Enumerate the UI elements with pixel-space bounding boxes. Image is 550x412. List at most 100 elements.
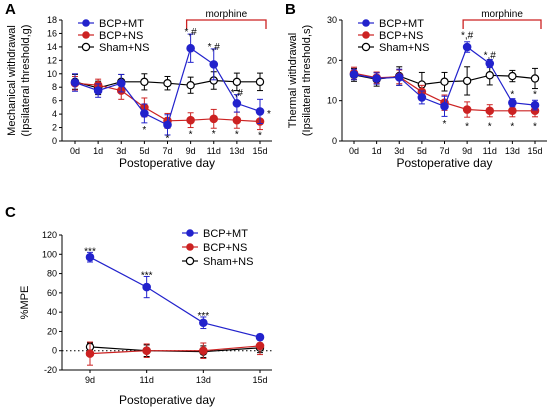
- y-tick-label: 120: [42, 230, 57, 240]
- data-point: [508, 71, 517, 81]
- legend-swatch-marker: [361, 42, 371, 52]
- x-axis-title: Postoperative day: [119, 393, 215, 407]
- legend-label: Sham+NS: [99, 42, 149, 54]
- significance-mark: *,#: [461, 31, 474, 42]
- x-tick-label: 13d: [196, 375, 211, 385]
- x-tick-label: 3d: [394, 146, 404, 156]
- legend-swatch-marker: [82, 19, 90, 27]
- morphine-bracket: [185, 19, 267, 29]
- data-point: [163, 120, 172, 130]
- significance-mark: *: [488, 122, 492, 133]
- x-tick-label: 9d: [462, 146, 472, 156]
- x-tick-label: 0d: [70, 146, 80, 156]
- significance-mark: ***: [197, 311, 209, 322]
- y-tick-label: 2: [52, 123, 57, 133]
- x-axis-title: Postoperative day: [396, 156, 492, 170]
- data-point: [462, 76, 472, 86]
- x-tick-label: 0d: [349, 146, 359, 156]
- panel-B: 0 10 20 30 0d 1d 3d 5d 7d 9d 11d 13d 15d Postoperativ…: [287, 9, 547, 170]
- x-tick-label: 15d: [527, 146, 542, 156]
- panel-A: 0 2 4 6 8 10 12 14 16 18 0d 1d 3d 5d 7d 9d 11d 13d 15d Post…: [6, 9, 272, 170]
- data-point: [255, 77, 265, 87]
- panel-label-b: B: [285, 1, 296, 18]
- y-tick-label: 0: [332, 136, 337, 146]
- y-tick-label: 6: [52, 96, 57, 106]
- series-bcp-mt: [349, 41, 540, 117]
- x-tick-label: 15d: [252, 146, 267, 156]
- y-tick-label: 16: [47, 28, 57, 38]
- data-point: [255, 341, 265, 351]
- legend-swatch-marker: [362, 31, 370, 39]
- x-axis-title: Postoperative day: [119, 156, 215, 170]
- x-tick-label: 11d: [139, 375, 153, 385]
- y-tick-label: 14: [47, 42, 57, 52]
- significance-mark: *,#: [484, 51, 497, 62]
- data-point: [140, 77, 149, 87]
- data-point: [199, 346, 208, 356]
- morphine-bracket: [462, 19, 542, 29]
- y-tick-label: 20: [47, 326, 57, 336]
- x-tick-label: 9d: [186, 146, 196, 156]
- data-point: [85, 252, 95, 262]
- panel-label-a: A: [5, 1, 16, 18]
- significance-mark: *: [510, 89, 514, 100]
- significance-mark: *: [510, 122, 514, 133]
- y-tick-label: 18: [47, 15, 57, 25]
- y-axis-title: Mechanical withdrawal: [6, 25, 18, 136]
- legend-label: BCP+MT: [203, 228, 248, 240]
- y-axis-title: %MPE: [19, 286, 31, 320]
- x-tick-label: 5d: [417, 146, 427, 156]
- legend-label: BCP+NS: [99, 30, 143, 42]
- x-tick-label: 13d: [505, 146, 520, 156]
- y-tick-label: 100: [42, 249, 57, 259]
- data-point: [485, 106, 495, 116]
- data-point: [186, 81, 195, 90]
- significance-mark: *: [533, 122, 537, 133]
- data-point: [186, 115, 195, 125]
- y-tick-label: 4: [52, 109, 57, 119]
- y-tick-label: 0: [52, 136, 57, 146]
- y-axis-title: (Ipsilateral threshold,g): [20, 25, 32, 137]
- series-bcp-mt: [85, 251, 265, 342]
- legend-swatch-marker: [185, 256, 195, 266]
- significance-mark: *: [443, 119, 447, 130]
- data-point: [93, 86, 103, 95]
- series-bcp-mt: [70, 33, 265, 136]
- legend-label: Sham+NS: [203, 256, 253, 268]
- x-tick-label: 11d: [483, 146, 497, 156]
- legend-swatch-marker: [82, 31, 90, 39]
- morphine-label: morphine: [481, 9, 523, 20]
- data-point: [394, 72, 404, 82]
- y-tick-label: 10: [327, 96, 337, 106]
- y-tick-label: 12: [47, 55, 57, 65]
- legend-label: BCP+MT: [379, 18, 424, 30]
- data-point: [372, 74, 381, 83]
- legend-swatch-marker: [186, 243, 194, 251]
- data-point: [485, 71, 494, 80]
- x-tick-label: 11d: [207, 146, 221, 156]
- legend-swatch-marker: [81, 42, 91, 52]
- legend-swatch-marker: [362, 19, 370, 27]
- y-tick-label: 60: [47, 288, 57, 298]
- data-point: [440, 77, 449, 86]
- x-tick-label: 15d: [252, 375, 267, 385]
- y-tick-label: 0: [52, 346, 57, 356]
- x-tick-label: 7d: [162, 146, 172, 156]
- x-tick-label: 13d: [229, 146, 244, 156]
- data-point: [85, 349, 95, 358]
- data-point: [530, 74, 540, 83]
- legend-label: Sham+NS: [379, 42, 429, 54]
- data-point: [349, 70, 359, 79]
- data-point: [163, 78, 172, 88]
- significance-mark: *,#: [208, 42, 221, 53]
- y-tick-label: 20: [327, 55, 337, 65]
- y-axis-title: Thermal withdrawal: [287, 33, 299, 128]
- significance-mark: ***: [141, 271, 153, 282]
- panel-C: -20 0 20 40 60 80 100 120 9d 11d 13d 15d Postoperati…: [19, 228, 272, 407]
- panel-label-c: C: [5, 204, 16, 221]
- series-line: [89, 256, 261, 338]
- legend-label: BCP+NS: [203, 242, 247, 254]
- y-tick-label: 40: [47, 307, 57, 317]
- significance-mark: *: [166, 134, 170, 145]
